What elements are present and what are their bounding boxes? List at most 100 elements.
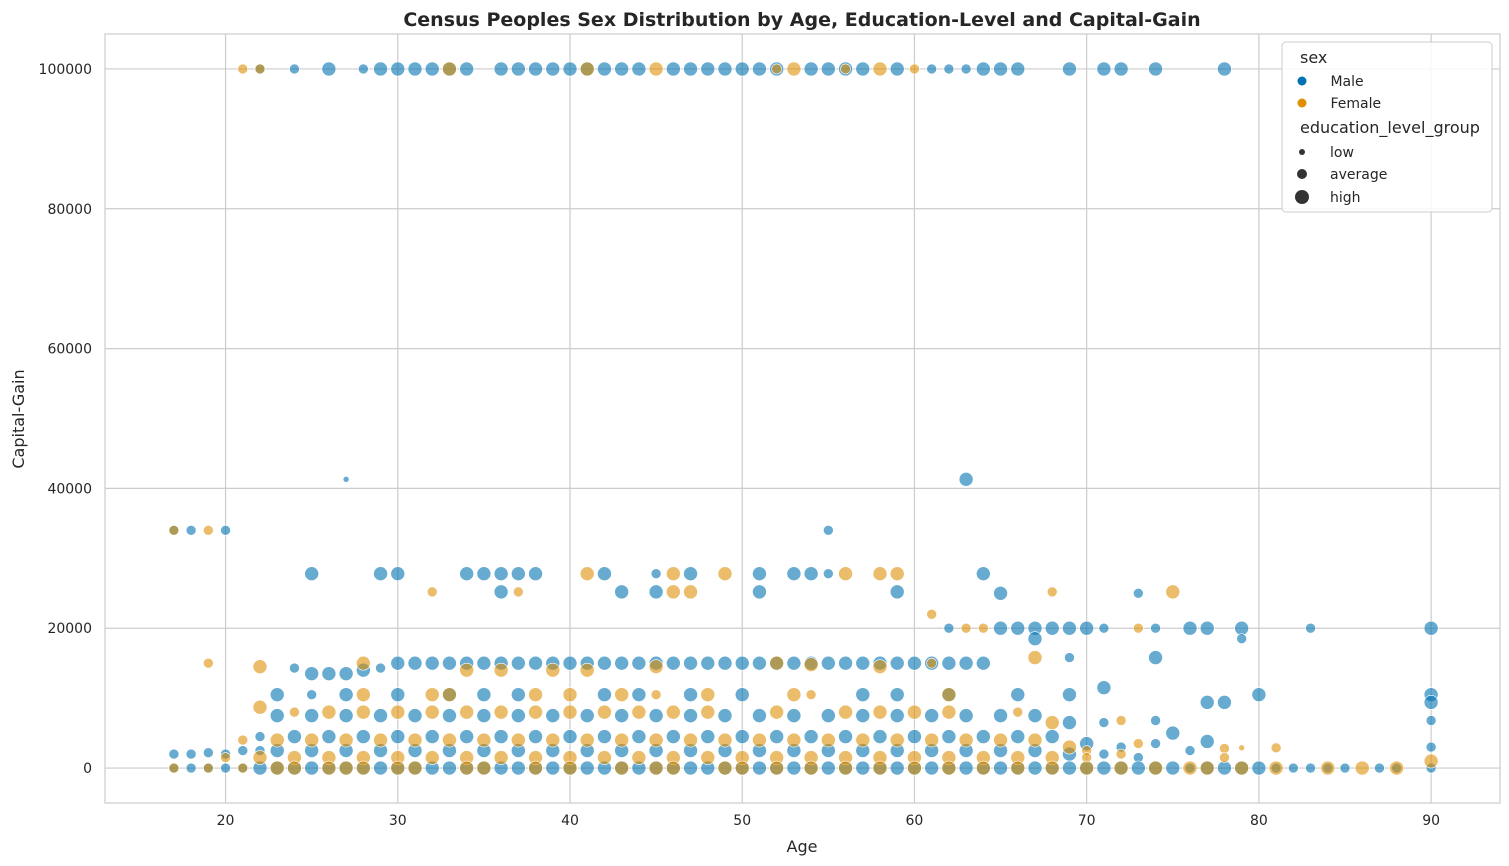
series-female <box>168 61 1439 776</box>
data-point <box>614 584 629 600</box>
data-point <box>769 760 784 776</box>
data-point <box>356 704 371 720</box>
data-point <box>976 655 991 671</box>
data-point <box>338 708 354 723</box>
data-point <box>631 729 647 744</box>
data-point <box>597 61 612 77</box>
data-point <box>287 729 302 744</box>
y-axis-ticks: 0 20000 40000 60000 80000 100000 <box>39 62 92 777</box>
data-point <box>269 708 285 723</box>
data-point <box>855 708 871 723</box>
data-point <box>390 655 406 671</box>
data-point <box>511 687 526 702</box>
data-point <box>220 762 231 774</box>
data-point <box>872 729 888 744</box>
data-point <box>683 708 698 723</box>
data-point <box>1423 620 1439 636</box>
data-point <box>958 760 974 776</box>
plot-area-frame <box>104 33 1501 804</box>
data-point <box>1113 760 1129 776</box>
data-point <box>926 657 937 669</box>
data-point <box>803 760 819 776</box>
data-point <box>562 687 578 702</box>
data-point <box>650 689 662 700</box>
data-point <box>304 708 319 723</box>
data-point <box>614 61 629 77</box>
data-point <box>342 476 350 483</box>
data-point <box>1339 762 1351 774</box>
data-point <box>1148 650 1163 665</box>
data-point <box>907 729 922 744</box>
data-point <box>289 706 300 718</box>
data-point <box>442 655 457 671</box>
data-point <box>803 729 819 744</box>
data-point <box>717 708 733 723</box>
data-point <box>1217 695 1232 710</box>
data-point <box>631 750 647 765</box>
data-point <box>321 666 337 681</box>
data-point <box>1131 760 1146 776</box>
data-point <box>254 63 266 75</box>
data-point <box>1027 631 1043 647</box>
data-point <box>1079 760 1094 776</box>
data-point <box>855 687 871 702</box>
data-point <box>1062 760 1077 776</box>
data-point <box>1010 729 1026 744</box>
data-point <box>579 61 595 77</box>
data-point <box>424 750 440 765</box>
data-point <box>752 655 767 671</box>
data-point <box>168 748 180 760</box>
data-point <box>562 729 578 744</box>
data-point <box>666 584 681 600</box>
data-point <box>424 61 440 77</box>
x-tick-label: 80 <box>1250 813 1268 829</box>
data-point <box>734 61 750 77</box>
legend-average-marker <box>1297 169 1307 179</box>
data-point <box>769 704 784 720</box>
data-point <box>803 61 819 77</box>
data-point <box>168 525 180 536</box>
data-point <box>254 731 266 742</box>
data-point <box>185 748 197 760</box>
data-point <box>545 732 561 748</box>
data-point <box>734 729 750 744</box>
data-point <box>821 655 836 671</box>
data-point <box>683 687 698 702</box>
data-point <box>597 655 612 671</box>
data-point <box>821 708 836 723</box>
data-point <box>459 566 474 581</box>
data-point <box>545 61 561 77</box>
data-point <box>1320 760 1336 776</box>
data-point <box>579 708 595 723</box>
data-point <box>407 708 423 723</box>
data-point <box>493 584 509 600</box>
data-point <box>838 704 853 720</box>
data-point <box>476 760 492 776</box>
data-point <box>1027 760 1043 776</box>
data-point <box>1027 708 1043 723</box>
data-point <box>493 662 509 678</box>
data-point <box>424 687 440 702</box>
data-point <box>872 760 888 776</box>
data-point <box>752 732 767 748</box>
data-point <box>220 525 231 536</box>
data-point <box>1219 752 1230 763</box>
data-point <box>390 760 406 776</box>
data-point <box>993 708 1008 723</box>
data-point <box>1150 715 1161 726</box>
data-point <box>373 708 388 723</box>
data-point <box>648 584 664 600</box>
data-point <box>289 662 300 674</box>
data-point <box>1199 620 1215 636</box>
data-point <box>579 732 595 748</box>
data-point <box>1425 715 1437 726</box>
data-point <box>321 61 337 77</box>
data-point <box>786 732 802 748</box>
data-point <box>1027 650 1043 665</box>
data-point <box>909 63 920 75</box>
legend: sex Male Female education_level_group lo… <box>1281 41 1493 213</box>
data-point <box>442 687 457 702</box>
data-point <box>338 666 354 681</box>
data-point <box>1098 622 1110 634</box>
data-point <box>838 729 853 744</box>
